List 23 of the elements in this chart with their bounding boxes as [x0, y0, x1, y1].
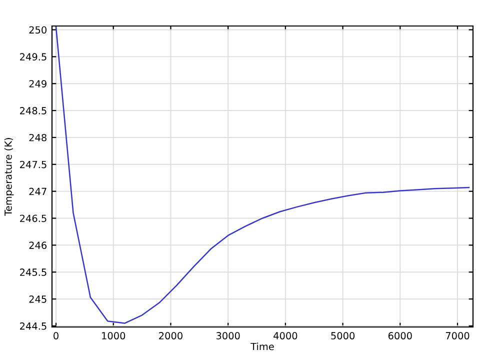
- x-tick-label: 0: [54, 332, 58, 340]
- line-series: [55, 26, 470, 324]
- x-tick-label: 4000: [274, 332, 298, 340]
- y-tick-label: 246.5: [20, 214, 46, 222]
- x-tick-label: 6000: [388, 332, 412, 340]
- y-tick-label: 245: [29, 295, 46, 303]
- x-tick-label: 1000: [102, 332, 126, 340]
- y-tick-label: 250: [29, 26, 46, 34]
- y-tick-label: 248.5: [20, 107, 46, 114]
- x-axis-title: Time: [250, 342, 274, 350]
- y-tick-label: 249: [29, 80, 46, 88]
- x-tick-label: 7000: [446, 332, 470, 340]
- y-tick-label: 247: [29, 188, 46, 195]
- x-tick-label: 3000: [216, 332, 240, 340]
- y-tick-label: 245.5: [20, 268, 46, 276]
- y-tick-label: 246: [29, 242, 47, 249]
- y-tick-label: 249.5: [20, 53, 46, 61]
- y-tick-label: 244.5: [20, 322, 46, 330]
- y-tick-label: 248: [29, 134, 46, 142]
- x-tick-label: 5000: [331, 332, 355, 340]
- y-tick-label: 247.5: [20, 160, 46, 168]
- x-tick-label: 2000: [159, 332, 182, 340]
- y-axis-title: Temperature (K): [4, 138, 14, 216]
